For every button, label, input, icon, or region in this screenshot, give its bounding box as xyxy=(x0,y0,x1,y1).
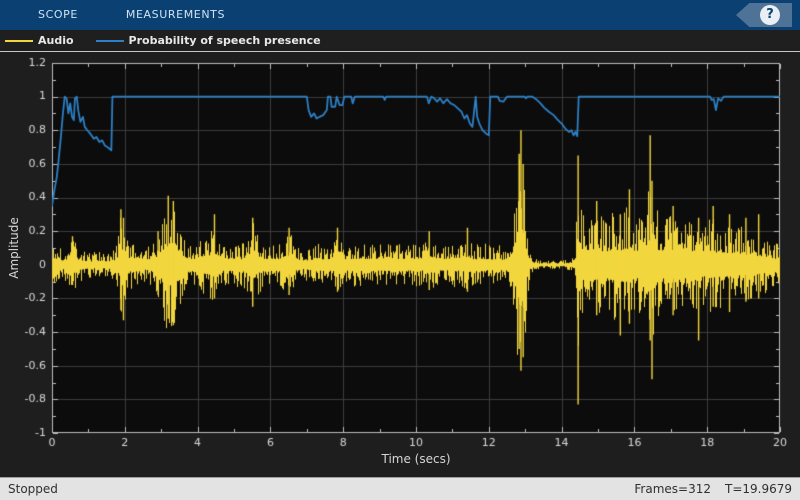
toolstrip: SCOPE MEASUREMENTS ? xyxy=(0,0,800,30)
legend-item-audio[interactable]: Audio xyxy=(5,34,74,47)
audio-line-swatch xyxy=(5,39,33,42)
time-counter: T=19.9679 xyxy=(724,482,792,496)
figure-area: Time (secs) Amplitude xyxy=(0,52,800,477)
legend-label-audio: Audio xyxy=(38,34,74,47)
x-axis-label: Time (secs) xyxy=(381,452,451,466)
legend-strip: Audio Probability of speech presence xyxy=(0,30,800,52)
legend-label-probability: Probability of speech presence xyxy=(128,34,321,47)
y-axis-label: Amplitude xyxy=(7,217,21,279)
frames-counter: Frames=312 xyxy=(634,482,711,496)
help-button[interactable]: ? xyxy=(736,3,792,27)
status-text: Stopped xyxy=(8,482,58,496)
legend-item-probability[interactable]: Probability of speech presence xyxy=(95,34,321,47)
help-icon[interactable]: ? xyxy=(760,5,780,25)
tab-scope[interactable]: SCOPE xyxy=(38,8,78,21)
tab-measurements[interactable]: MEASUREMENTS xyxy=(125,8,226,21)
probability-line-swatch xyxy=(95,39,124,42)
waveform-plot[interactable] xyxy=(0,52,800,477)
status-bar: Stopped Frames=312 T=19.9679 xyxy=(0,477,800,500)
